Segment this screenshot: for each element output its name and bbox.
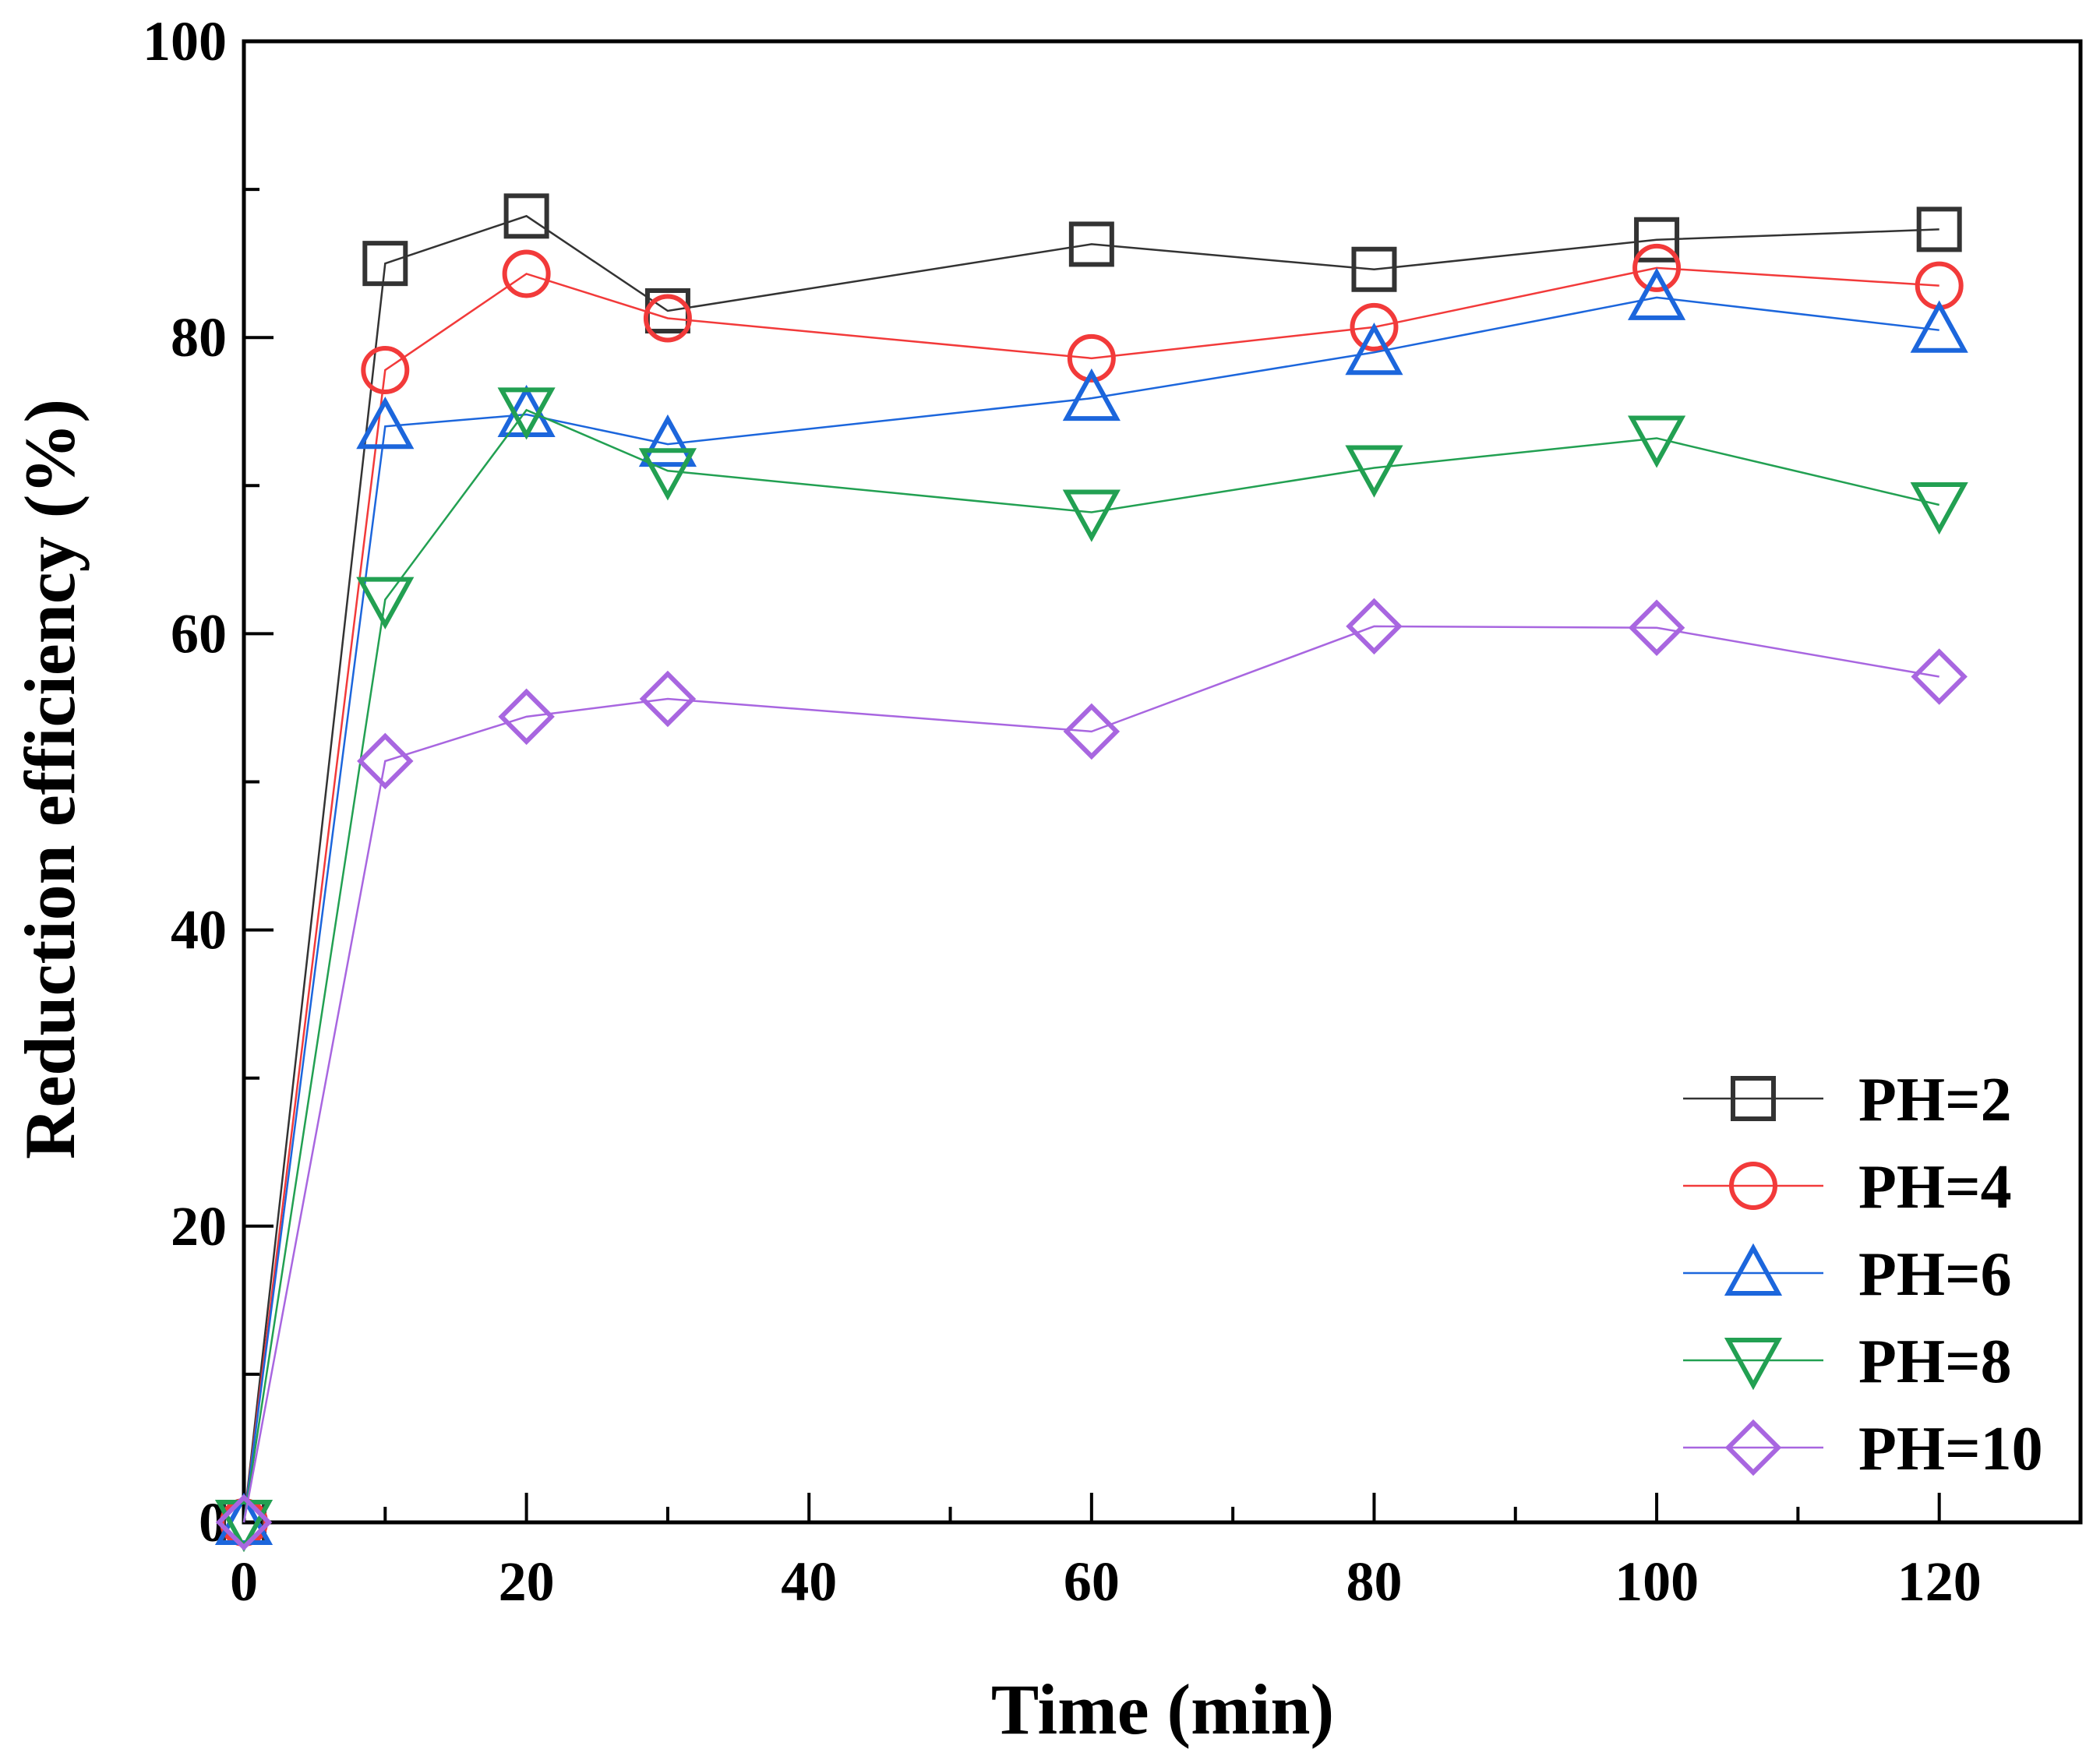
data-point [498, 688, 555, 746]
data-point [362, 241, 408, 287]
data-point [1627, 415, 1686, 468]
data-point [361, 346, 410, 395]
x-tick-label: 120 [1897, 1550, 1982, 1613]
series-ph-10 [215, 598, 1968, 1551]
data-point [1632, 243, 1682, 292]
data-point [497, 384, 556, 438]
plot-frame [242, 39, 2083, 1525]
data-point [638, 448, 697, 501]
data-point [1634, 217, 1680, 263]
data-point [1351, 246, 1397, 292]
square-legend-marker [1731, 1076, 1776, 1121]
data-point [214, 1500, 274, 1553]
data-point [1910, 482, 1968, 535]
data-point [356, 577, 415, 630]
series-ph-8 [214, 387, 1968, 1553]
y-axis-label: Reduction efficiency (%) [10, 399, 90, 1159]
series-line [242, 296, 1939, 1523]
data-point [1062, 368, 1121, 421]
triangle-up-legend-marker [1724, 1243, 1783, 1296]
x-tick-label: 60 [1064, 1550, 1120, 1613]
series-line [242, 214, 1939, 1523]
data-point [639, 670, 697, 728]
data-point [1627, 267, 1686, 320]
legend-item: PH=4 [1683, 1153, 2012, 1222]
y-tick-label: 20 [171, 1195, 227, 1257]
legend-label: PH=6 [1858, 1240, 2012, 1309]
series-ph-4 [220, 243, 1964, 1547]
data-point [215, 1494, 273, 1551]
data-point [497, 387, 556, 440]
triangle-down-legend-marker [1724, 1338, 1783, 1391]
data-point [503, 193, 549, 239]
x-tick-label: 80 [1346, 1550, 1402, 1613]
series-line [242, 625, 1939, 1523]
data-point [643, 294, 692, 343]
x-tick-label: 40 [781, 1550, 837, 1613]
data-point [1068, 221, 1114, 267]
y-tick-label: 80 [171, 306, 227, 369]
data-point [1350, 302, 1399, 351]
data-point [1067, 333, 1116, 383]
data-point [1062, 489, 1121, 542]
diamond-legend-marker [1724, 1419, 1782, 1476]
data-point [1911, 648, 1968, 705]
data-point [356, 397, 415, 450]
legend-label: PH=8 [1858, 1328, 2012, 1396]
x-tick-label: 20 [499, 1550, 555, 1613]
data-point [1345, 322, 1403, 376]
circle-legend-marker [1729, 1162, 1777, 1210]
series-line [242, 408, 1939, 1523]
legend-label: PH=2 [1858, 1066, 2012, 1134]
legend-label: PH=4 [1858, 1153, 2012, 1222]
data-point [1910, 300, 1968, 353]
data-point [638, 414, 697, 467]
data-point [357, 732, 414, 790]
legend-item: PH=6 [1683, 1240, 2012, 1309]
data-point [1916, 206, 1962, 252]
data-point [1345, 445, 1403, 498]
y-tick-label: 60 [171, 602, 227, 665]
legend-item: PH=10 [1683, 1415, 2043, 1483]
legend-label: PH=10 [1858, 1415, 2043, 1483]
data-point [1063, 703, 1121, 760]
x-tick-label: 100 [1615, 1550, 1699, 1613]
legend-item: PH=8 [1683, 1328, 2012, 1396]
data-point [502, 249, 551, 298]
legend-item: PH=2 [1683, 1066, 2012, 1134]
y-tick-label: 100 [143, 10, 227, 72]
series-ph-6 [214, 267, 1968, 1545]
x-axis-label: Time (min) [991, 1670, 1334, 1749]
data-point [1346, 598, 1403, 655]
y-tick-label: 40 [171, 899, 227, 961]
x-tick-label: 0 [230, 1550, 258, 1613]
data-point [1628, 599, 1685, 657]
series-line [242, 266, 1939, 1523]
